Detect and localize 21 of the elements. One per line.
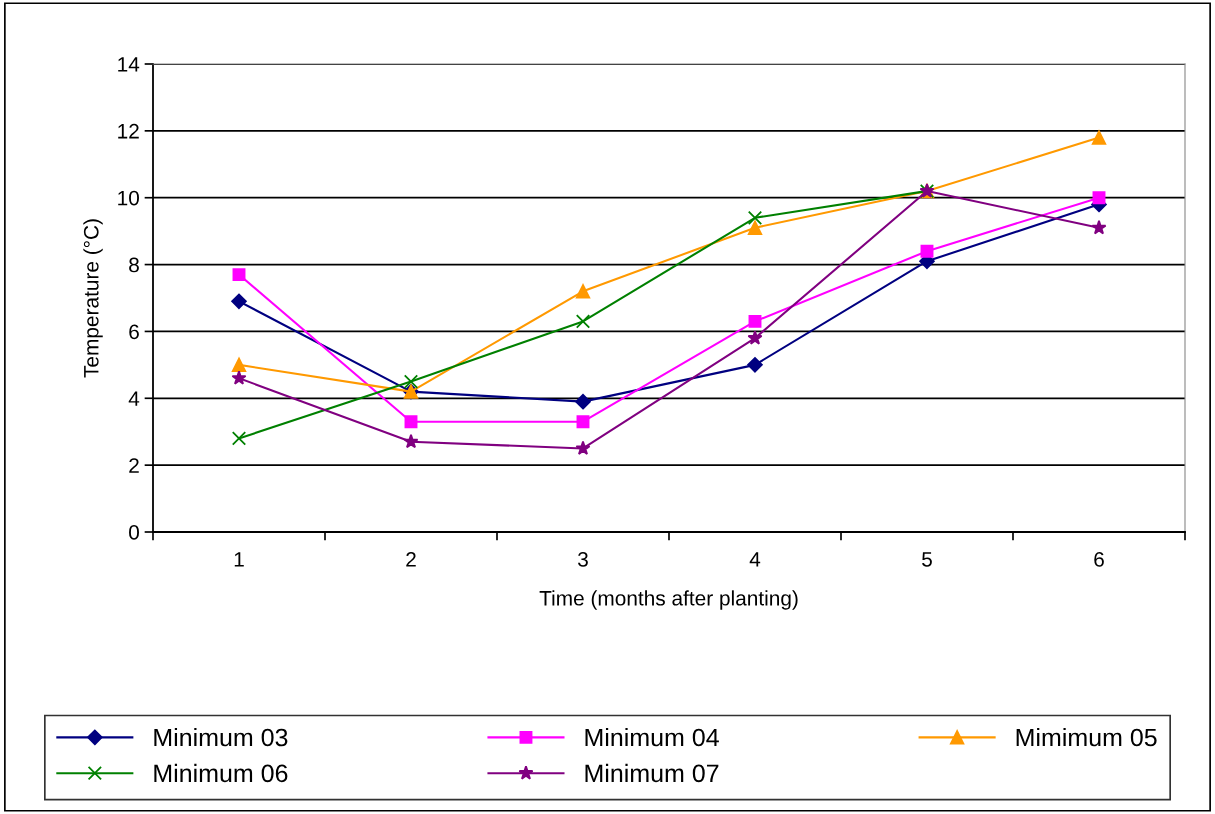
y-tick-label: 10 <box>118 190 139 206</box>
x-tick-label: 2 <box>406 551 416 567</box>
x-axis-title: Time (months after planting) <box>539 590 798 610</box>
y-tick-label: 4 <box>128 391 140 406</box>
legend-label: Minimum 03 <box>154 728 288 747</box>
y-tick-label: 6 <box>129 324 139 340</box>
x-tick-label: 5 <box>922 552 932 567</box>
y-tick-label: 14 <box>118 57 140 72</box>
y-tick-label: 8 <box>129 257 139 273</box>
legend-label: Mimimum 05 <box>1016 728 1157 747</box>
x-tick-label: 4 <box>749 552 761 567</box>
y-tick-label: 2 <box>129 458 139 473</box>
y-axis-title: Temperature (°C) <box>83 219 103 378</box>
legend-label: Minimum 06 <box>154 763 288 783</box>
y-tick-label: 0 <box>129 525 139 540</box>
legend-label: Minimum 04 <box>585 728 719 747</box>
x-tick-label: 3 <box>578 551 588 567</box>
x-tick-label: 6 <box>1094 551 1104 567</box>
x-tick-label: 1 <box>234 552 244 567</box>
y-tick-label: 12 <box>118 123 139 139</box>
legend-label: Minimum 07 <box>585 763 719 783</box>
